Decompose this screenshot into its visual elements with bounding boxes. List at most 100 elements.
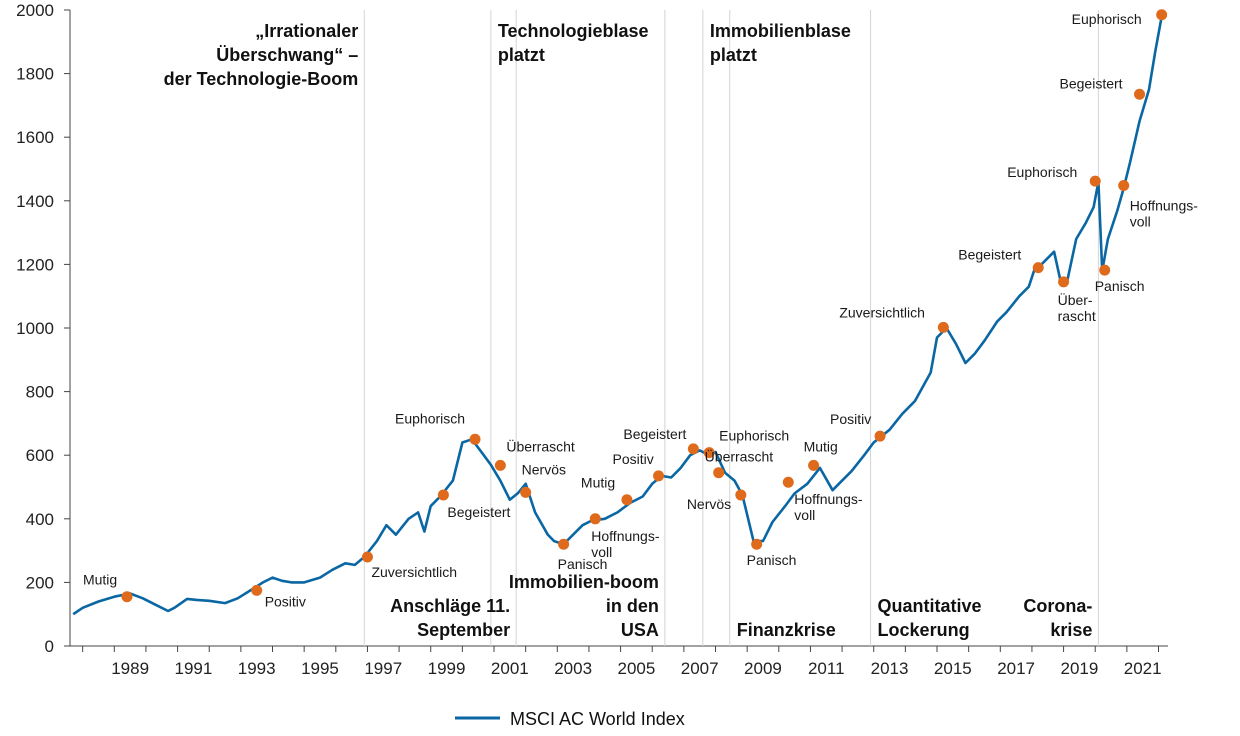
x-axis: 1989 1991 1993 1995 1997 1999 2001 2003 2005 2007… <box>70 645 1168 678</box>
x-tick-label: 1989 <box>111 659 149 678</box>
annotation-marker <box>121 591 133 603</box>
annotation-label: Euphorisch <box>1072 11 1142 27</box>
annotation-marker <box>1089 175 1101 187</box>
annotation-label: Begeistert <box>1060 75 1123 91</box>
legend: MSCI AC World Index <box>455 709 685 729</box>
event-label: platzt <box>498 45 545 65</box>
y-tick-label: 800 <box>26 383 54 402</box>
annotation-marker <box>621 494 633 506</box>
x-tick-label: 2005 <box>617 659 655 678</box>
event-label: Quantitative <box>878 596 982 616</box>
event-label: platzt <box>710 45 757 65</box>
annotation-label: Hoffnungs- <box>591 528 660 544</box>
event-label: Lockerung <box>878 620 970 640</box>
legend-label: MSCI AC World Index <box>510 709 685 729</box>
annotation-label: voll <box>1130 214 1151 230</box>
annotation-label: Begeistert <box>958 247 1021 263</box>
annotation-marker <box>1156 9 1168 21</box>
event-label: in den <box>606 596 659 616</box>
annotation-marker <box>782 476 794 488</box>
x-tick-label: 2015 <box>934 659 972 678</box>
x-tick-label: 1999 <box>428 659 466 678</box>
annotation-marker <box>437 489 449 501</box>
y-tick-label: 1400 <box>16 192 54 211</box>
y-tick-label: 200 <box>26 573 54 592</box>
annotation-marker <box>653 470 665 482</box>
annotation-label: voll <box>591 544 612 560</box>
series-line <box>72 16 1163 616</box>
annotation-label: Hoffnungs- <box>1130 198 1199 214</box>
annotation-points: Mutig Positiv Zuversichtlich Begeistert Euph… <box>83 9 1198 609</box>
annotation-label: Euphorisch <box>395 410 465 426</box>
y-tick-label: 0 <box>45 637 54 656</box>
event-lines <box>363 10 1099 646</box>
event-label: Immobilienblase <box>710 21 851 41</box>
annotation-marker <box>494 459 506 471</box>
x-tick-label: 1993 <box>238 659 276 678</box>
annotation-marker <box>251 584 263 596</box>
annotation-label: Positiv <box>830 411 871 427</box>
y-axis: 0 200 400 600 800 1000 1200 1400 1600 1800 2000 <box>16 1 71 656</box>
annotation-label: Positiv <box>613 451 654 467</box>
event-label: USA <box>621 620 659 640</box>
annotation-label: Panisch <box>558 556 608 572</box>
annotation-marker <box>1058 276 1070 288</box>
annotation-marker <box>735 489 747 501</box>
event-label: Finanzkrise <box>737 620 836 640</box>
series-layer <box>72 16 1163 616</box>
annotation-label: Mutig <box>804 438 838 454</box>
annotation-marker <box>703 447 715 459</box>
annotation-marker <box>1099 264 1111 276</box>
annotation-label: Überrascht <box>705 448 774 465</box>
annotation-label: Panisch <box>747 552 797 568</box>
event-label: Technologieblase <box>498 21 649 41</box>
event-label: der Technologie-Boom <box>164 69 359 89</box>
annotation-label: Zuversichtlich <box>371 564 457 580</box>
y-tick-label: 1000 <box>16 319 54 338</box>
event-label: krise <box>1050 620 1092 640</box>
annotation-label: Zuversichtlich <box>839 304 925 320</box>
y-tick-label: 400 <box>26 510 54 529</box>
annotation-marker <box>937 321 949 333</box>
x-tick-label: 2013 <box>871 659 909 678</box>
annotation-marker <box>874 430 886 442</box>
annotation-marker <box>687 443 699 455</box>
x-tick-label: 1995 <box>301 659 339 678</box>
annotation-label: Euphorisch <box>1007 164 1077 180</box>
annotation-marker <box>1134 88 1146 100</box>
annotation-label: Euphorisch <box>719 428 789 444</box>
event-label: Überschwang“ – <box>216 45 358 65</box>
annotation-marker <box>361 551 373 563</box>
event-label: September <box>417 620 510 640</box>
event-label: Immobilien-boom <box>509 572 659 592</box>
y-tick-label: 1600 <box>16 128 54 147</box>
y-tick-label: 600 <box>26 446 54 465</box>
annotation-label: rascht <box>1058 308 1096 324</box>
annotation-label: Begeistert <box>623 426 686 442</box>
annotation-label: Begeistert <box>447 504 510 520</box>
x-tick-label: 2009 <box>744 659 782 678</box>
y-tick-label: 2000 <box>16 1 54 20</box>
annotation-label: Nervös <box>522 461 566 477</box>
annotation-marker <box>751 538 763 550</box>
annotation-label: voll <box>794 507 815 523</box>
x-tick-label: 2003 <box>554 659 592 678</box>
annotation-label: Mutig <box>581 475 615 491</box>
annotation-label: Panisch <box>1095 278 1145 294</box>
event-labels: „Irrationaler Überschwang“ – der Technolog… <box>164 21 1093 640</box>
x-tick-label: 2017 <box>997 659 1035 678</box>
x-tick-label: 2021 <box>1124 659 1162 678</box>
event-label: „Irrationaler <box>255 21 358 41</box>
x-tick-label: 2019 <box>1060 659 1098 678</box>
annotation-label: Mutig <box>83 572 117 588</box>
annotation-label: Nervös <box>687 496 731 512</box>
x-tick-label: 1991 <box>174 659 212 678</box>
annotation-label: Hoffnungs- <box>794 491 863 507</box>
annotation-label: Über- <box>1058 291 1093 308</box>
annotation-label: Überrascht <box>506 437 575 454</box>
annotation-marker <box>520 486 532 498</box>
annotation-marker <box>1118 180 1130 192</box>
x-tick-label: 2001 <box>491 659 529 678</box>
annotation-marker <box>713 467 725 479</box>
